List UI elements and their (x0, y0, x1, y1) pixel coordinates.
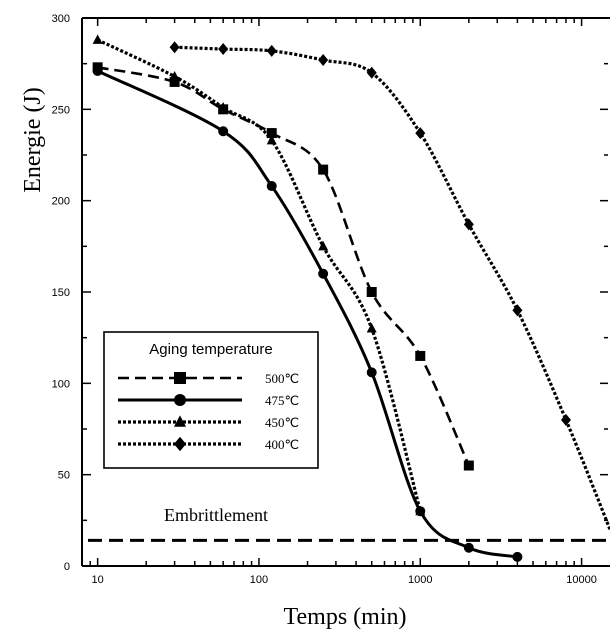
y-tick-label-0: 0 (64, 561, 70, 573)
series-1-point-1 (218, 126, 229, 137)
series-3-point-4 (366, 66, 377, 79)
y-tick-label-1: 50 (58, 470, 70, 482)
series-2-point-2 (218, 102, 229, 112)
series-3-line (174, 45, 610, 531)
series-1-point-3 (318, 268, 329, 279)
embrittlement-label: Embrittlement (164, 505, 268, 525)
x-tick-label-2: 1000 (408, 574, 432, 586)
legend-entry-2: 450℃ (265, 415, 299, 430)
y-tick-label-6: 300 (52, 13, 70, 25)
series-0-point-3 (266, 128, 277, 139)
series-2-point-6 (415, 505, 426, 516)
series-3-point-5 (415, 127, 426, 140)
series-3-point-0 (169, 41, 180, 54)
series-0-point-6 (415, 350, 426, 361)
legend: Aging temperature 500℃ 475℃ 450℃ 400℃ (103, 331, 319, 469)
legend-marker-1 (174, 394, 186, 406)
y-tick-label-4: 200 (52, 196, 70, 208)
series-2-point-1 (169, 70, 180, 81)
series-3-point-7 (512, 304, 523, 317)
series-1-point-4 (366, 367, 377, 378)
y-tick-label-2: 100 (52, 378, 70, 390)
series-3 (169, 41, 610, 531)
x-tick-label-0: 10 (92, 574, 104, 586)
legend-marker-2 (174, 415, 186, 427)
series-0-point-5 (366, 287, 377, 297)
series-2-point-3 (266, 134, 277, 145)
legend-entry-3: 400℃ (265, 437, 299, 452)
series-1-point-0 (92, 65, 103, 76)
series-2-point-0 (92, 34, 103, 44)
x-tick-label-1: 100 (250, 574, 268, 586)
y-tick-label-3: 150 (52, 287, 70, 299)
series-0-point-1 (169, 76, 180, 87)
tick-layer: 10 100 1000 10000 0 50 100 150 200 250 300 (52, 13, 608, 586)
series-0-point-7 (463, 460, 474, 471)
y-tick-label-5: 250 (52, 104, 70, 116)
series-1-point-7 (512, 551, 523, 562)
series-2 (92, 34, 426, 516)
series-3-point-6 (463, 218, 474, 231)
legend-title: Aging temperature (149, 341, 272, 358)
x-axis-label: Temps (min) (284, 604, 407, 630)
legend-marker-3 (174, 436, 186, 452)
series-2-point-5 (366, 323, 377, 333)
series-3-point-1 (218, 43, 229, 56)
series-1-point-2 (266, 181, 277, 192)
series-3-point-8 (560, 413, 571, 426)
series-2-point-4 (318, 240, 329, 251)
legend-entry-1: 475℃ (265, 393, 299, 408)
legend-entry-0: 500℃ (265, 371, 299, 386)
legend-marker-0 (174, 372, 186, 384)
series-3-point-3 (318, 54, 329, 67)
series-1-point-6 (463, 542, 474, 553)
series-0-point-4 (318, 164, 329, 175)
x-tick-label-3: 10000 (566, 574, 597, 586)
series-layer (88, 34, 610, 562)
series-3-point-2 (266, 44, 277, 57)
y-axis-label: Energie (J) (20, 87, 46, 193)
